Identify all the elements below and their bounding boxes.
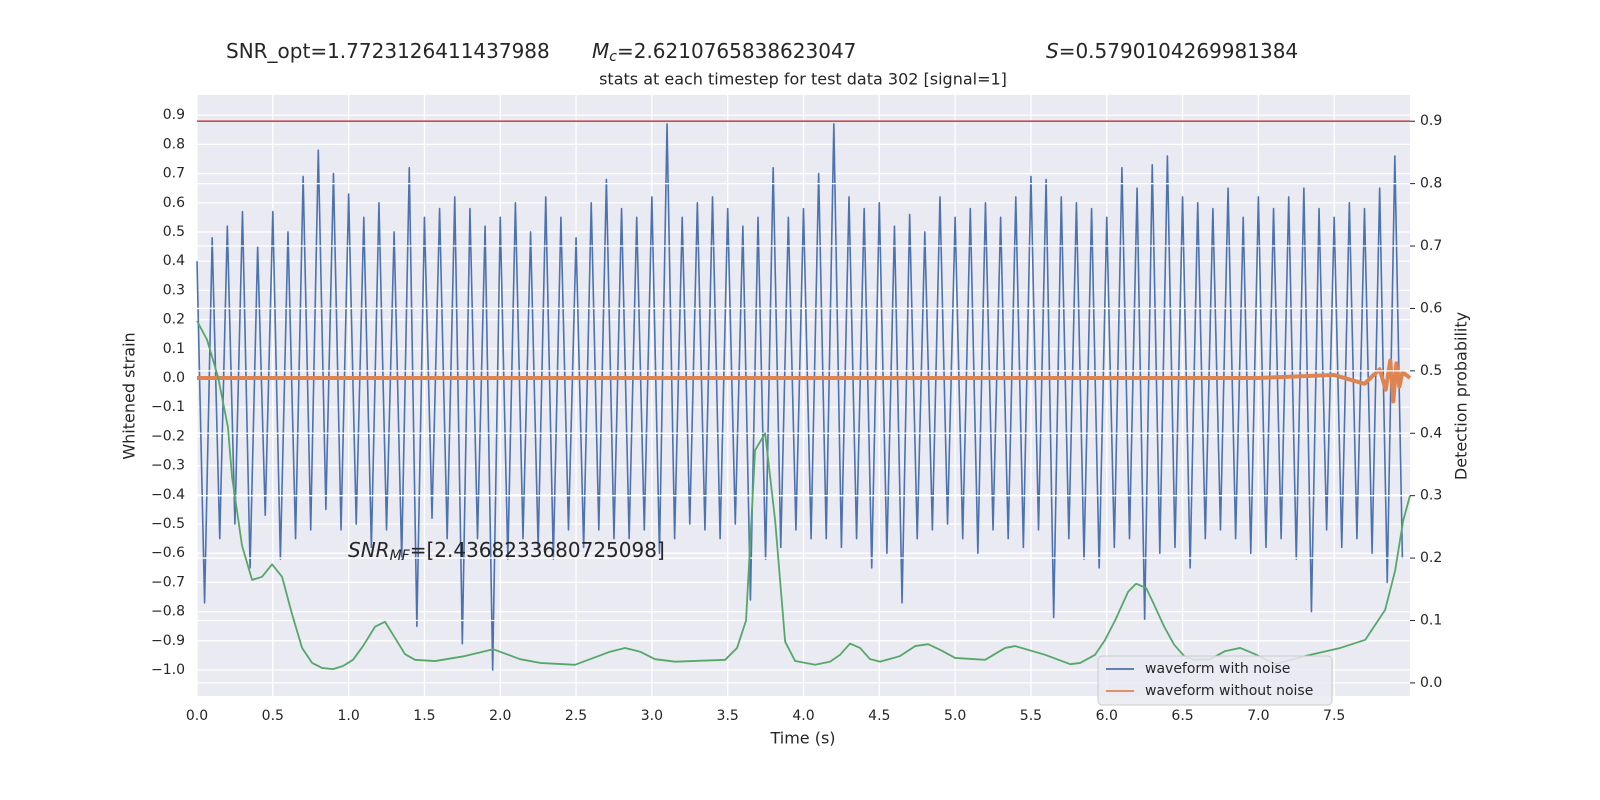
y-tick-label: −0.8: [151, 604, 185, 620]
y2-tick-label: 0.4: [1420, 425, 1442, 441]
y2-tick-label: 0.9: [1420, 113, 1442, 129]
y-tick-label: −0.4: [151, 487, 185, 503]
annotation-text: =0.5790104269981384: [1059, 39, 1298, 63]
annotation: S=0.5790104269981384: [1046, 39, 1298, 63]
legend-label: waveform without noise: [1145, 683, 1313, 699]
y-tick-label: −1.0: [151, 662, 185, 678]
x-tick-label: 0.0: [186, 708, 208, 724]
x-tick-label: 4.5: [868, 708, 890, 724]
annotation: Mc=2.6210765838623047: [592, 39, 856, 66]
y-tick-label: −0.6: [151, 545, 185, 561]
y2-tick-label: 0.6: [1420, 300, 1442, 316]
annotation: SNRMF=[2.4368233680725098]: [348, 538, 665, 565]
y2-tick-label: 0.8: [1420, 176, 1442, 192]
y-tick-label: 0.3: [163, 282, 185, 298]
y2-axis-label: Detection probability: [1452, 312, 1471, 480]
y2-tick-label: 0.3: [1420, 488, 1442, 504]
x-tick-label: 5.5: [1020, 708, 1042, 724]
y-tick-label: 0.2: [163, 312, 185, 328]
annotation-symbol: SNR: [348, 538, 390, 562]
y-tick-label: 0.9: [163, 107, 185, 123]
y-axis-label: Whitened strain: [120, 332, 139, 459]
y-tick-label: 0.6: [163, 195, 185, 211]
annotation-text: SNR_opt=1.7723126411437988: [226, 39, 550, 63]
annotation-symbol: S: [1046, 39, 1059, 63]
annotation-text: =[2.4368233680725098]: [410, 538, 665, 562]
x-tick-label: 6.0: [1096, 708, 1118, 724]
series-line: [196, 320, 1411, 671]
y-tick-label: 0.5: [163, 224, 185, 240]
legend-label: waveform with noise: [1145, 661, 1290, 677]
annotation-subscript: c: [609, 49, 617, 65]
y-tick-label: −0.2: [151, 428, 185, 444]
y-tick-label: −0.7: [151, 574, 185, 590]
y-tick-label: −0.9: [151, 633, 185, 649]
series-line: [197, 358, 1412, 404]
series-layer-y2: [196, 120, 1411, 671]
y-tick-label: 0.1: [163, 341, 185, 357]
y-tick-label: −0.3: [151, 458, 185, 474]
annotation-subscript: MF: [390, 548, 411, 564]
y-tick-label: 0.0: [163, 370, 185, 386]
y-tick-label: 0.7: [163, 166, 185, 182]
y-tick-label: −0.1: [151, 399, 185, 415]
y2-tick-label: 0.7: [1420, 238, 1442, 254]
x-axis-label: Time (s): [769, 729, 835, 748]
annotation: SNR_opt=1.7723126411437988: [226, 39, 550, 63]
annotation-symbol: M: [592, 39, 609, 63]
annotation-text: =2.6210765838623047: [617, 39, 856, 63]
x-tick-label: 1.5: [413, 708, 435, 724]
x-tick-label: 6.5: [1171, 708, 1193, 724]
x-tick-label: 7.5: [1323, 708, 1345, 724]
chart-title: stats at each timestep for test data 302…: [599, 70, 1007, 89]
x-tick-label: 4.0: [792, 708, 814, 724]
legend: waveform with noise waveform without nois…: [1097, 655, 1333, 706]
y2-tick-label: 0.0: [1420, 675, 1442, 691]
y-tick-label: −0.5: [151, 516, 185, 532]
x-tick-label: 2.0: [489, 708, 511, 724]
x-tick-label: 3.5: [717, 708, 739, 724]
y2-tick-label: 0.1: [1420, 612, 1442, 628]
x-tick-label: 7.0: [1247, 708, 1269, 724]
x-tick-label: 1.0: [337, 708, 359, 724]
x-tick-label: 5.0: [944, 708, 966, 724]
labels: 0.0 0.5 1.0 1.5 2.0 2.5 3.0 3.5 4.0 4.5 5.0 5.5 6.0 6…: [151, 39, 1442, 725]
x-tick-label: 3.0: [641, 708, 663, 724]
y-tick-label: 0.4: [163, 253, 185, 269]
y2-tick-label: 0.2: [1420, 550, 1442, 566]
x-tick-label: 2.5: [565, 708, 587, 724]
x-tick-label: 0.5: [262, 708, 284, 724]
y2-tick-label: 0.5: [1420, 363, 1442, 379]
y-tick-label: 0.8: [163, 136, 185, 152]
legend-box: [1097, 655, 1333, 706]
